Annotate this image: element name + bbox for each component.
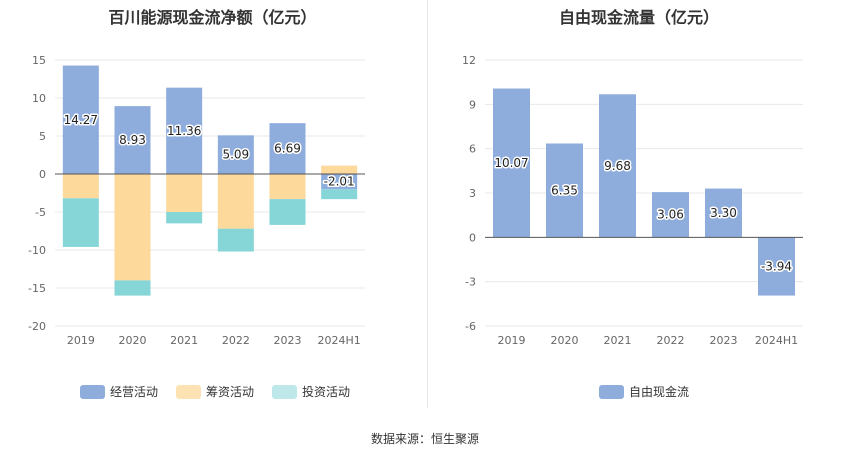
left-y-tick-label: 5 <box>39 130 46 143</box>
left-bar-financing <box>62 174 99 199</box>
right-data-label: 6.35 <box>551 183 578 197</box>
legend-label-operating: 经营活动 <box>110 385 159 399</box>
left-y-tick-label: -20 <box>28 320 46 333</box>
data-source-note: 数据来源：恒生聚源 <box>370 432 479 446</box>
right-bar-free-cf <box>599 94 636 238</box>
left-bar-investing <box>114 280 151 296</box>
right-y-tick-label: 3 <box>469 187 476 200</box>
right-data-label: -3.94 <box>761 259 792 273</box>
right-legend: 自由现金流 <box>599 383 707 400</box>
left-data-label: 6.69 <box>274 142 301 156</box>
left-y-tick-label: -5 <box>35 206 46 219</box>
left-y-tick-label: 10 <box>32 92 46 105</box>
right-bar-free-cf <box>652 192 689 238</box>
right-x-tick-label: 2022 <box>657 334 685 347</box>
left-x-tick-label: 2020 <box>119 334 147 347</box>
legend-label-financing: 筹资活动 <box>206 385 255 399</box>
left-bar-operating <box>114 106 151 174</box>
right-x-tick-label: 2024H1 <box>755 334 798 347</box>
right-x-tick-label: 2023 <box>710 334 738 347</box>
left-data-label: 5.09 <box>222 148 249 162</box>
left-bar-investing <box>321 189 358 200</box>
left-bar-investing <box>166 212 203 224</box>
charts-canvas: 15 10 5 0 -5 -10 -15 -20 2019 2020 2021 2022 2023 202… <box>28 54 803 347</box>
left-bar-financing <box>114 174 151 281</box>
left-data-label: -2.01 <box>324 175 355 189</box>
legend-label-investing: 投资活动 <box>302 385 351 399</box>
legend-item-financing[interactable]: 筹资活动 <box>176 383 254 400</box>
right-bar-free-cf <box>546 143 583 238</box>
left-bar-financing <box>321 165 358 174</box>
left-x-tick-label: 2022 <box>222 334 250 347</box>
left-x-tick-label: 2019 <box>67 334 95 347</box>
right-y-tick-label: 9 <box>469 98 476 111</box>
left-data-label: 14.27 <box>64 113 98 127</box>
legend-item-free-cf[interactable]: 自由现金流 <box>599 383 689 400</box>
left-y-tick-label: -10 <box>28 244 46 257</box>
left-x-tick-label: 2021 <box>170 334 198 347</box>
right-data-label: 10.07 <box>494 156 528 170</box>
legend-swatch-free-cf <box>599 384 624 399</box>
left-y-tick-label: 15 <box>32 54 46 67</box>
right-data-label: 3.30 <box>710 206 737 220</box>
left-bar-operating <box>62 65 99 174</box>
left-y-tick-label: 0 <box>39 168 46 181</box>
right-y-tick-label: 0 <box>469 231 476 244</box>
right-chart-title: 自由现金流量（亿元） <box>558 8 719 27</box>
right-x-tick-label: 2020 <box>551 334 579 347</box>
left-bar-investing <box>269 199 306 225</box>
left-x-tick-label: 2023 <box>274 334 302 347</box>
left-bar-investing <box>217 228 254 252</box>
legend-label-free-cf: 自由现金流 <box>629 385 690 399</box>
right-bar-free-cf <box>705 188 742 238</box>
chart-divider <box>427 0 428 408</box>
left-data-label: 8.93 <box>119 133 146 147</box>
legend-swatch-financing <box>176 384 202 399</box>
right-x-tick-label: 2019 <box>498 334 526 347</box>
left-bar-investing <box>62 198 99 247</box>
left-x-tick-label: 2024H1 <box>318 334 361 347</box>
left-bar-financing <box>166 174 203 212</box>
left-y-tick-label: -15 <box>28 282 46 295</box>
left-legend: 经营活动 筹资活动 投资活动 <box>80 383 368 400</box>
left-chart-title: 百川能源现金流净额（亿元） <box>108 8 317 27</box>
right-y-tick-label: -3 <box>465 276 476 289</box>
legend-swatch-operating <box>80 384 105 399</box>
left-bar-operating <box>217 135 254 174</box>
right-y-tick-label: -6 <box>465 320 476 333</box>
legend-item-investing[interactable]: 投资活动 <box>272 383 350 400</box>
right-bar-free-cf <box>493 88 530 238</box>
right-y-tick-label: 6 <box>469 143 476 156</box>
left-bar-operating <box>269 123 306 174</box>
right-data-label: 9.68 <box>604 159 631 173</box>
left-bar-financing <box>269 174 306 200</box>
right-data-label: 3.06 <box>657 208 684 222</box>
right-y-tick-label: 12 <box>462 54 476 67</box>
legend-item-operating[interactable]: 经营活动 <box>80 383 158 400</box>
left-bar-operating <box>166 87 203 174</box>
left-bar-financing <box>217 174 254 229</box>
left-bar-operating <box>321 174 358 190</box>
left-data-label: 11.36 <box>167 124 201 138</box>
right-bar-free-cf <box>758 237 795 296</box>
legend-swatch-investing <box>272 384 298 399</box>
right-x-tick-label: 2021 <box>604 334 632 347</box>
